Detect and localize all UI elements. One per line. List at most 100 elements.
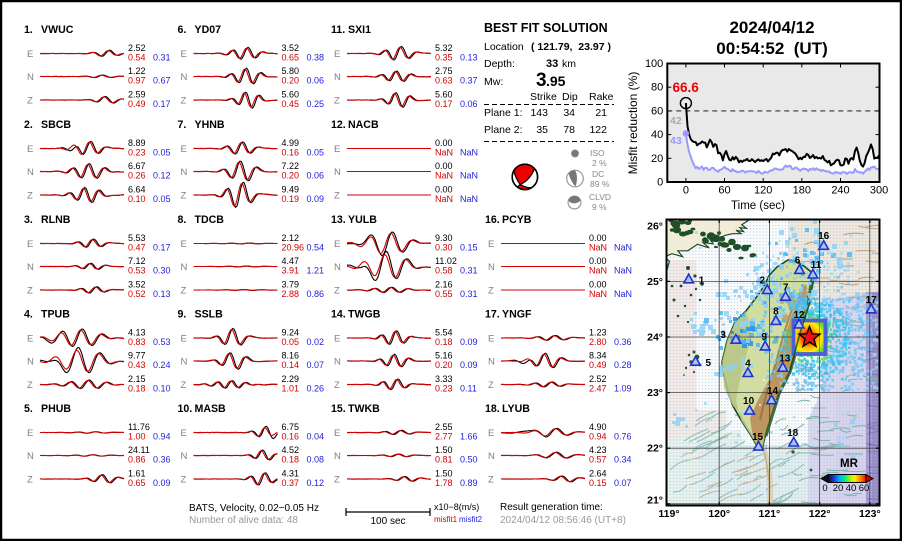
svg-text:N: N [181, 72, 188, 83]
svg-text:0.49: 0.49 [128, 99, 146, 109]
svg-text:0.00: 0.00 [589, 280, 607, 290]
svg-text:E: E [27, 428, 33, 439]
svg-text:10: 10 [743, 396, 755, 407]
svg-text:0.26: 0.26 [128, 171, 146, 181]
svg-text:0.37: 0.37 [282, 478, 300, 488]
svg-text:N: N [334, 72, 341, 83]
svg-text:0.57: 0.57 [589, 455, 607, 465]
svg-text:RLNB: RLNB [41, 214, 71, 226]
svg-text:0.67: 0.67 [153, 76, 171, 86]
svg-text:6: 6 [795, 256, 801, 267]
svg-text:0.02: 0.02 [307, 337, 325, 347]
svg-text:18: 18 [787, 428, 799, 439]
svg-text:4.13: 4.13 [128, 328, 146, 338]
svg-text:0.30: 0.30 [153, 266, 171, 276]
svg-text:Z: Z [334, 191, 340, 202]
svg-text:0.04: 0.04 [307, 432, 325, 442]
svg-text:3.52: 3.52 [128, 280, 146, 290]
svg-text:TDCB: TDCB [195, 214, 225, 226]
svg-text:NaN: NaN [589, 289, 607, 299]
svg-text:22°: 22° [647, 443, 663, 455]
svg-text:5.54: 5.54 [435, 328, 453, 338]
svg-text:0.18: 0.18 [435, 337, 453, 347]
svg-text:N: N [334, 357, 341, 368]
svg-text:13: 13 [779, 353, 791, 364]
svg-text:NaN: NaN [460, 171, 478, 181]
svg-text:4.90: 4.90 [589, 422, 607, 432]
svg-text:8: 8 [773, 307, 779, 318]
svg-text:0.16: 0.16 [282, 432, 300, 442]
svg-text:E: E [181, 428, 187, 439]
svg-text:0.13: 0.13 [460, 53, 478, 63]
svg-text:17: 17 [866, 295, 878, 306]
svg-text:121°: 121° [759, 508, 781, 520]
svg-text:9: 9 [761, 332, 767, 343]
svg-text:TWGB: TWGB [348, 309, 381, 321]
svg-text:0.26: 0.26 [307, 384, 325, 394]
svg-text:0.10: 0.10 [128, 194, 146, 204]
svg-text:9.24: 9.24 [282, 328, 300, 338]
svg-text:Z: Z [181, 286, 187, 297]
svg-text:0.09: 0.09 [307, 194, 325, 204]
svg-text:11.02: 11.02 [435, 256, 457, 266]
svg-text:Z: Z [488, 475, 494, 486]
svg-text:3: 3 [536, 70, 547, 91]
svg-text:0.20: 0.20 [435, 360, 453, 370]
svg-text:119°: 119° [658, 508, 679, 520]
svg-text:PCYB: PCYB [502, 214, 532, 226]
svg-text:0.53: 0.53 [153, 337, 171, 347]
svg-text:0.14: 0.14 [282, 360, 300, 370]
svg-text:0.34: 0.34 [614, 455, 632, 465]
svg-text:N: N [488, 451, 495, 462]
svg-text:Z: Z [488, 380, 494, 391]
svg-text:1.66: 1.66 [460, 432, 478, 442]
svg-text:2 %: 2 % [592, 158, 607, 168]
svg-text:Z: Z [27, 191, 33, 202]
svg-text:N: N [334, 167, 341, 178]
svg-text:Mw:: Mw: [484, 76, 503, 88]
svg-text:E: E [181, 334, 187, 345]
svg-text:0.97: 0.97 [128, 76, 146, 86]
svg-text:60: 60 [651, 105, 663, 117]
svg-text:2.29: 2.29 [282, 374, 300, 384]
svg-text:1: 1 [699, 275, 705, 286]
svg-text:20: 20 [833, 483, 844, 494]
svg-text:Z: Z [334, 96, 340, 107]
svg-text:12: 12 [793, 310, 805, 321]
svg-text:BEST FIT SOLUTION: BEST FIT SOLUTION [484, 21, 608, 35]
svg-text:Z: Z [181, 380, 187, 391]
svg-text:0.05: 0.05 [307, 148, 325, 158]
svg-text:13.: 13. [331, 214, 346, 226]
svg-text:18.: 18. [485, 403, 500, 415]
svg-text:Strike: Strike [530, 91, 557, 103]
svg-text:0.94: 0.94 [589, 432, 607, 442]
svg-text:21: 21 [595, 107, 607, 119]
svg-text:2.88: 2.88 [282, 289, 300, 299]
svg-text:6.75: 6.75 [282, 422, 300, 432]
svg-text:0.18: 0.18 [282, 455, 300, 465]
svg-text:0.05: 0.05 [153, 194, 171, 204]
svg-text:0.38: 0.38 [307, 53, 325, 63]
svg-text:0.76: 0.76 [614, 432, 632, 442]
svg-text:0.86: 0.86 [128, 455, 146, 465]
svg-text:0.06: 0.06 [460, 99, 478, 109]
svg-text:N: N [27, 451, 34, 462]
svg-text:11.76: 11.76 [128, 422, 150, 432]
svg-text:100 sec: 100 sec [370, 516, 405, 527]
svg-text:5.: 5. [24, 403, 33, 415]
svg-text:E: E [27, 49, 33, 60]
svg-text:TWKB: TWKB [348, 403, 380, 415]
svg-text:0.00: 0.00 [589, 256, 607, 266]
svg-text:0: 0 [822, 483, 827, 494]
svg-text:LYUB: LYUB [502, 403, 530, 415]
svg-text:0.13: 0.13 [153, 289, 171, 299]
svg-text:2.15: 2.15 [128, 374, 146, 384]
svg-text:24°: 24° [647, 332, 663, 344]
svg-text:km: km [562, 58, 576, 70]
svg-text:20: 20 [651, 153, 663, 165]
svg-text:0.45: 0.45 [282, 99, 300, 109]
svg-text:25°: 25° [647, 276, 663, 288]
svg-text:DC: DC [592, 169, 604, 179]
svg-text:8.16: 8.16 [282, 351, 300, 361]
svg-text:N: N [27, 357, 34, 368]
